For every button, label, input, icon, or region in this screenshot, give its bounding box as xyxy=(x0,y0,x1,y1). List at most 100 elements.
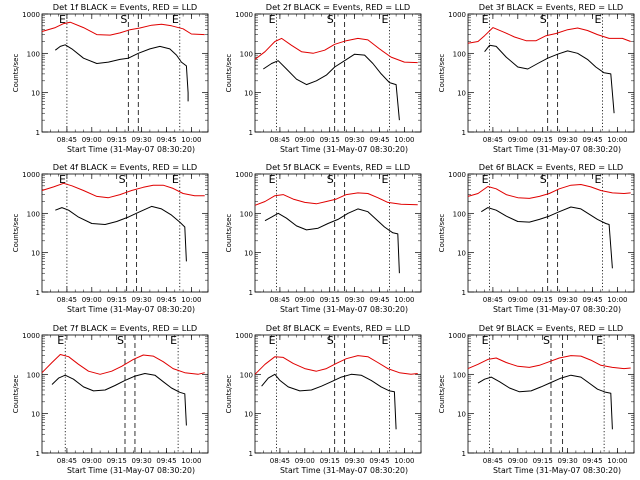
lld-series-line xyxy=(467,27,631,44)
x-tick-label: 10:00 xyxy=(181,136,201,144)
panel-title: Det 4f BLACK = Events, RED = LLD xyxy=(53,162,197,172)
y-tick-label: 100 xyxy=(240,210,253,218)
marker-label: E xyxy=(482,334,489,347)
marker-label: E xyxy=(382,13,389,26)
plot-frame xyxy=(467,173,635,293)
x-tick-label: 09:30 xyxy=(558,457,578,465)
x-axis-label: Start Time (31-May-07 08:30:20) xyxy=(67,305,195,314)
x-tick-label: 09:30 xyxy=(345,457,365,465)
x-tick-label: 10:00 xyxy=(181,457,201,465)
y-tick-label: 1 xyxy=(249,450,253,458)
y-tick-label: 1000 xyxy=(22,332,40,340)
y-tick-label: 1000 xyxy=(448,332,466,340)
x-tick-label: 09:00 xyxy=(295,296,315,304)
x-tick-label: 10:00 xyxy=(394,457,414,465)
marker-label: E xyxy=(269,173,276,186)
marker-label: E xyxy=(170,334,177,347)
y-axis-label: Counts/sec xyxy=(438,375,446,414)
x-tick-label: 09:45 xyxy=(369,457,389,465)
panel-title: Det 2f BLACK = Events, RED = LLD xyxy=(266,2,410,12)
lld-series-line xyxy=(254,37,418,64)
marker-label: E xyxy=(595,13,602,26)
x-tick-label: 10:00 xyxy=(394,136,414,144)
y-axis-label: Counts/sec xyxy=(12,214,20,253)
y-tick-label: 1 xyxy=(462,129,466,137)
events-series-line xyxy=(55,205,187,262)
x-tick-label: 09:00 xyxy=(295,136,315,144)
y-tick-label: 1 xyxy=(462,450,466,458)
x-tick-label: 09:00 xyxy=(508,457,528,465)
marker-label: S xyxy=(327,13,334,26)
marker-label: S xyxy=(327,334,334,347)
plot-frame xyxy=(254,173,422,293)
x-tick-label: 09:15 xyxy=(533,296,553,304)
plot-frame xyxy=(467,13,635,133)
plot-frame xyxy=(254,334,422,454)
events-series-line xyxy=(261,373,397,430)
lld-series-line xyxy=(254,355,418,375)
x-tick-label: 09:45 xyxy=(582,296,602,304)
panel-5: Det 5f BLACK = Events, RED = LLD 1 10 100 10… xyxy=(225,162,422,314)
x-tick-label: 08:45 xyxy=(57,136,77,144)
x-axis-label: Start Time (31-May-07 08:30:20) xyxy=(280,145,408,154)
y-tick-label: 100 xyxy=(240,371,253,379)
marker-label: E xyxy=(269,13,276,26)
y-tick-label: 10 xyxy=(244,250,253,258)
lld-series-line xyxy=(467,184,631,199)
panel-title: Det 5f BLACK = Events, RED = LLD xyxy=(266,162,410,172)
y-tick-label: 1 xyxy=(36,289,40,297)
panel-8: Det 8f BLACK = Events, RED = LLD 1 10 100 10… xyxy=(225,323,422,475)
x-tick-label: 08:45 xyxy=(57,296,77,304)
marker-label: S xyxy=(117,334,124,347)
marker-label: E xyxy=(482,173,489,186)
y-tick-label: 10 xyxy=(31,411,40,419)
marker-label: E xyxy=(382,334,389,347)
lld-series-line xyxy=(467,355,631,370)
y-tick-label: 100 xyxy=(453,210,466,218)
y-tick-label: 10 xyxy=(457,90,466,98)
panel-title: Det 3f BLACK = Events, RED = LLD xyxy=(479,2,623,12)
y-tick-label: 1000 xyxy=(235,171,253,179)
events-series-line xyxy=(481,206,613,269)
marker-label: E xyxy=(57,334,64,347)
y-tick-label: 1000 xyxy=(22,11,40,19)
x-tick-label: 09:00 xyxy=(82,296,102,304)
y-axis-label: Counts/sec xyxy=(225,214,233,253)
marker-label: S xyxy=(327,173,334,186)
y-tick-label: 100 xyxy=(27,50,40,58)
y-axis-label: Counts/sec xyxy=(12,54,20,93)
x-tick-label: 09:45 xyxy=(156,136,176,144)
y-tick-label: 100 xyxy=(240,50,253,58)
events-series-line xyxy=(477,374,613,430)
events-series-line xyxy=(51,373,187,426)
y-tick-label: 100 xyxy=(27,210,40,218)
x-tick-label: 08:45 xyxy=(270,136,290,144)
marker-label: S xyxy=(119,173,126,186)
x-tick-label: 09:30 xyxy=(345,136,365,144)
x-tick-label: 09:00 xyxy=(82,457,102,465)
panel-1: Det 1f BLACK = Events, RED = LLD 1 10 100 10… xyxy=(12,2,209,154)
x-axis-label: Start Time (31-May-07 08:30:20) xyxy=(493,466,621,475)
x-axis-label: Start Time (31-May-07 08:30:20) xyxy=(493,305,621,314)
marker-label: E xyxy=(172,173,179,186)
x-tick-label: 09:30 xyxy=(558,296,578,304)
y-tick-label: 1000 xyxy=(22,171,40,179)
x-tick-label: 09:45 xyxy=(156,296,176,304)
x-tick-label: 09:15 xyxy=(107,136,127,144)
marker-label: E xyxy=(482,13,489,26)
x-tick-label: 09:00 xyxy=(508,296,528,304)
x-tick-label: 08:45 xyxy=(270,296,290,304)
y-tick-label: 1000 xyxy=(235,11,253,19)
x-tick-label: 09:30 xyxy=(132,136,152,144)
x-axis-label: Start Time (31-May-07 08:30:20) xyxy=(67,466,195,475)
lld-series-line xyxy=(254,192,418,206)
panel-title: Det 8f BLACK = Events, RED = LLD xyxy=(266,323,410,333)
y-axis-label: Counts/sec xyxy=(12,375,20,414)
y-tick-label: 100 xyxy=(27,371,40,379)
marker-label: E xyxy=(596,334,603,347)
x-tick-label: 10:00 xyxy=(181,296,201,304)
y-axis-label: Counts/sec xyxy=(225,54,233,93)
y-axis-label: Counts/sec xyxy=(438,54,446,93)
x-tick-label: 09:45 xyxy=(369,296,389,304)
